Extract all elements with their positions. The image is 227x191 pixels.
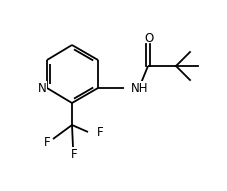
Text: F: F: [97, 126, 104, 139]
Text: N: N: [38, 82, 46, 95]
Text: NH: NH: [131, 82, 148, 95]
Text: F: F: [71, 148, 77, 162]
Text: F: F: [44, 135, 50, 148]
Text: O: O: [144, 32, 154, 45]
